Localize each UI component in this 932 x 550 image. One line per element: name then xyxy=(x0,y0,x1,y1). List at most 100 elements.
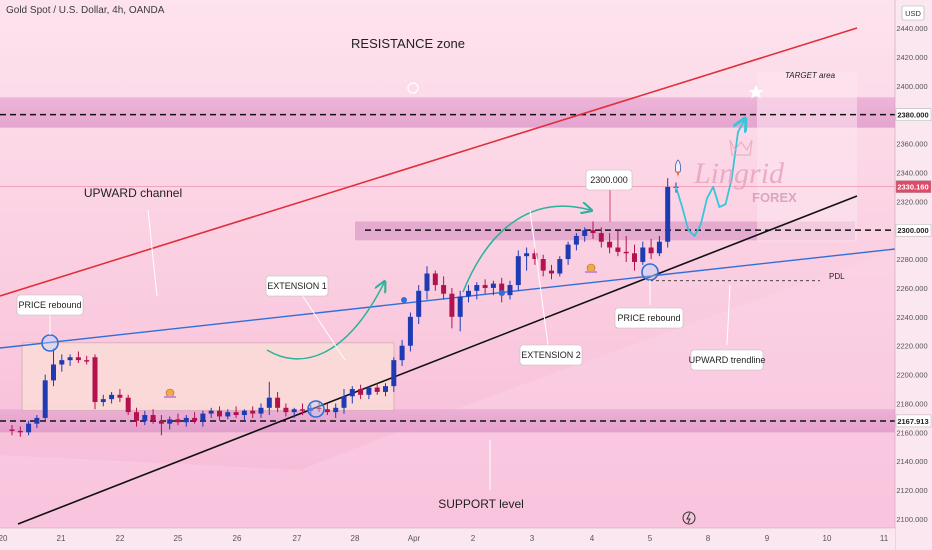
candle-body xyxy=(524,253,530,257)
candle-body xyxy=(84,360,90,362)
price-badge-text: 2380.000 xyxy=(897,111,928,120)
time-axis: 20 21 22 25 26 27 28 Apr 2 3 4 5 8 9 10 11 xyxy=(0,527,895,550)
upper-channel-line xyxy=(0,27,858,297)
candle-body xyxy=(499,283,505,296)
candle-body xyxy=(424,273,430,291)
candle-body xyxy=(233,412,239,416)
touch-dot-2 xyxy=(499,290,505,296)
candle-body xyxy=(324,409,330,413)
upward-channel-label: UPWARD channel xyxy=(84,186,182,200)
price-tick-label: 2280.000 xyxy=(896,255,927,264)
candle-body xyxy=(399,345,405,361)
candle-body xyxy=(26,423,32,433)
time-tick-label: 20 xyxy=(0,534,8,543)
extension-1-label: EXTENSION 1 xyxy=(265,275,329,297)
extension-2-arrow xyxy=(462,206,590,293)
lower-shade xyxy=(0,250,895,530)
candles-group xyxy=(9,178,679,437)
candle-body xyxy=(632,253,637,262)
time-tick-label: 26 xyxy=(233,534,242,543)
time-tick-label: 4 xyxy=(590,534,595,543)
crown-icon xyxy=(729,139,753,156)
event-marker-icon xyxy=(407,82,419,94)
price-tick-label: 2400.000 xyxy=(896,82,927,91)
candle-body xyxy=(92,357,98,403)
candle-body xyxy=(349,389,355,397)
time-tick-label: 2 xyxy=(471,534,476,543)
price-badge xyxy=(895,414,932,428)
candle-body xyxy=(366,387,372,395)
price-badge xyxy=(895,223,932,237)
candle-body xyxy=(341,396,347,408)
time-tick-label: 22 xyxy=(116,534,125,543)
candle-body xyxy=(407,316,413,346)
rebound-circle-right xyxy=(641,263,659,281)
candle-body xyxy=(42,380,48,418)
watermark-brand: Lingrid xyxy=(693,157,785,190)
candle-body xyxy=(192,417,198,421)
snail-foot xyxy=(585,271,597,273)
candle-body xyxy=(598,233,604,242)
candle-body xyxy=(241,410,247,416)
support-zone-band xyxy=(0,409,895,433)
price-tick-label: 2160.000 xyxy=(896,428,927,437)
consolidation-box xyxy=(21,342,395,412)
ext1-pointer xyxy=(299,291,346,361)
candle-body xyxy=(67,357,73,361)
time-tick-label: Apr xyxy=(408,534,421,543)
upward-trendline-label-text: UPWARD trendline xyxy=(689,355,766,365)
candle-body xyxy=(615,247,621,252)
price-tick-label: 2320.000 xyxy=(896,197,927,206)
candle-body xyxy=(34,417,40,424)
price-rebound-left-label: PRICE rebound xyxy=(16,294,84,316)
price-callout-label-text: 2300.000 xyxy=(590,175,628,185)
candle-body xyxy=(109,394,115,400)
currency-box xyxy=(901,5,925,21)
projection-path xyxy=(675,120,744,237)
candle-body xyxy=(549,270,554,274)
upward-trendline-label: UPWARD trendline xyxy=(689,349,766,371)
candle-body xyxy=(167,419,173,424)
extension-2-label-box xyxy=(519,344,583,366)
candle-body xyxy=(100,399,106,403)
price-badge-text: 2300.000 xyxy=(897,226,928,235)
snail-shell xyxy=(165,388,175,398)
lightning-icon xyxy=(682,511,696,525)
candle-body xyxy=(308,407,314,411)
time-tick-label: 11 xyxy=(880,534,889,543)
currency-label[interactable]: USD xyxy=(905,9,921,18)
candle-body xyxy=(258,407,264,414)
candle-body xyxy=(490,283,496,288)
extension-2-label: EXTENSION 2 xyxy=(519,344,583,366)
candle-body xyxy=(432,273,438,286)
price-axis: 2100.000 2120.000 2140.000 2160.000 2180.000… xyxy=(894,0,932,550)
candle-body xyxy=(283,407,289,413)
candle-body xyxy=(391,360,397,387)
extension-2-label-text: EXTENSION 2 xyxy=(521,350,581,360)
candle-body xyxy=(590,230,596,234)
candle-body xyxy=(225,412,231,417)
time-tick-label: 21 xyxy=(57,534,66,543)
candle-body xyxy=(158,420,164,424)
candle-body xyxy=(374,387,380,392)
candle-body xyxy=(457,296,463,317)
candle-body xyxy=(17,430,23,433)
price-tick-label: 2140.000 xyxy=(896,457,927,466)
price-tick-label: 2420.000 xyxy=(896,53,927,62)
candle-body xyxy=(656,241,662,254)
price-rebound-right-label-text: PRICE rebound xyxy=(617,313,680,323)
candle-body xyxy=(441,285,447,294)
candle-body xyxy=(532,253,538,260)
price-tick-label: 2260.000 xyxy=(896,284,927,293)
candle-body xyxy=(482,285,488,288)
extension-1-label-text: EXTENSION 1 xyxy=(267,281,327,291)
time-tick-label: 9 xyxy=(765,534,770,543)
candle-body xyxy=(134,412,139,421)
price-tick-label: 2440.000 xyxy=(896,24,927,33)
watermark-sub: FOREX xyxy=(752,190,797,205)
candle-body xyxy=(515,256,521,286)
trendline-pointer xyxy=(726,284,731,346)
candle-body xyxy=(266,397,272,408)
